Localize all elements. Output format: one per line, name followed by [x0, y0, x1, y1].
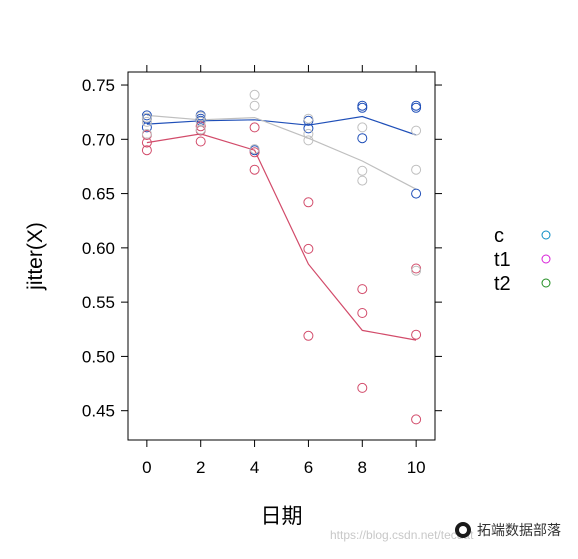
- data-point-t2: [249, 100, 260, 111]
- y-tick-label: 0.60: [82, 239, 115, 258]
- data-point-t1: [249, 122, 260, 133]
- x-tick-label: 6: [304, 458, 313, 477]
- data-point-t1: [303, 197, 314, 208]
- legend-label-c: c: [494, 225, 504, 247]
- data-point-t1: [411, 329, 422, 340]
- data-point-t1: [141, 145, 152, 156]
- x-tick-label: 2: [196, 458, 205, 477]
- data-point-c: [411, 100, 422, 111]
- data-point-c: [357, 100, 368, 111]
- data-point-t2: [357, 122, 368, 133]
- data-point-t2: [303, 113, 314, 124]
- data-point-t1: [303, 243, 314, 254]
- data-point-t1: [357, 284, 368, 295]
- brand-badge: 拓端数据部落: [455, 520, 561, 540]
- data-point-t2: [357, 165, 368, 176]
- data-point-t2: [303, 128, 314, 139]
- x-axis-title: 日期: [261, 505, 303, 528]
- data-point-c: [357, 102, 368, 113]
- brand-name: 拓端数据部落: [477, 523, 561, 539]
- data-point-t2: [195, 116, 206, 127]
- data-point-t1: [195, 136, 206, 147]
- data-point-t1: [249, 147, 260, 158]
- data-point-c: [357, 133, 368, 144]
- legend-label-t1: t1: [494, 249, 511, 271]
- x-tick-label: 0: [142, 458, 151, 477]
- data-point-t2: [303, 135, 314, 146]
- data-point-c: [411, 102, 422, 113]
- data-point-t1: [195, 121, 206, 132]
- data-point-t2: [141, 116, 152, 127]
- y-tick-label: 0.50: [82, 347, 115, 366]
- data-point-t1: [411, 263, 422, 274]
- data-point-t2: [141, 128, 152, 139]
- data-points: [141, 89, 422, 425]
- y-axis-title: jitter(X): [24, 222, 47, 291]
- smooth-line-t2: [146, 114, 417, 190]
- watermark-url: https://blog.csdn.net/tecdat: [330, 528, 474, 542]
- y-tick-label: 0.55: [82, 293, 115, 312]
- data-point-t2: [195, 111, 206, 122]
- data-point-t2: [249, 89, 260, 100]
- data-point-t2: [141, 112, 152, 123]
- y-tick-label: 0.70: [82, 130, 115, 149]
- smooth-line-c: [146, 115, 417, 136]
- smooth-line-t1: [146, 133, 417, 341]
- plot-frame: [127, 71, 436, 441]
- data-point-t1: [357, 382, 368, 393]
- data-point-c: [411, 188, 422, 199]
- x-tick-label: 8: [358, 458, 367, 477]
- x-tick-label: 4: [250, 458, 259, 477]
- y-tick-label: 0.65: [82, 185, 115, 204]
- data-point-c: [141, 122, 152, 133]
- data-point-t1: [411, 414, 422, 425]
- data-point-t2: [411, 125, 422, 136]
- legend-label-t2: t2: [494, 273, 511, 295]
- y-tick-label: 0.45: [82, 402, 115, 421]
- data-point-t1: [357, 308, 368, 318]
- data-point-c: [303, 123, 314, 134]
- legend-marker-t2: [541, 278, 551, 288]
- x-tick-label: 10: [407, 458, 426, 477]
- data-point-t2: [249, 144, 260, 155]
- data-point-t2: [195, 124, 206, 135]
- data-point-t2: [411, 265, 422, 276]
- y-tick-label: 0.75: [82, 76, 115, 95]
- data-point-t1: [303, 330, 314, 341]
- wechat-icon: [455, 522, 471, 538]
- smooth-lines: [146, 114, 417, 341]
- legend-marker-c: [541, 230, 551, 240]
- data-point-t2: [411, 164, 422, 175]
- data-point-t1: [249, 164, 260, 175]
- data-point-c: [141, 110, 152, 121]
- legend-marker-t1: [541, 254, 551, 264]
- axes: 0 2 4 6 8 10 0.45 0.50 0.55 0.60 0.65 0.70 0.75 日期 jit…: [24, 65, 442, 528]
- data-point-t2: [357, 175, 368, 186]
